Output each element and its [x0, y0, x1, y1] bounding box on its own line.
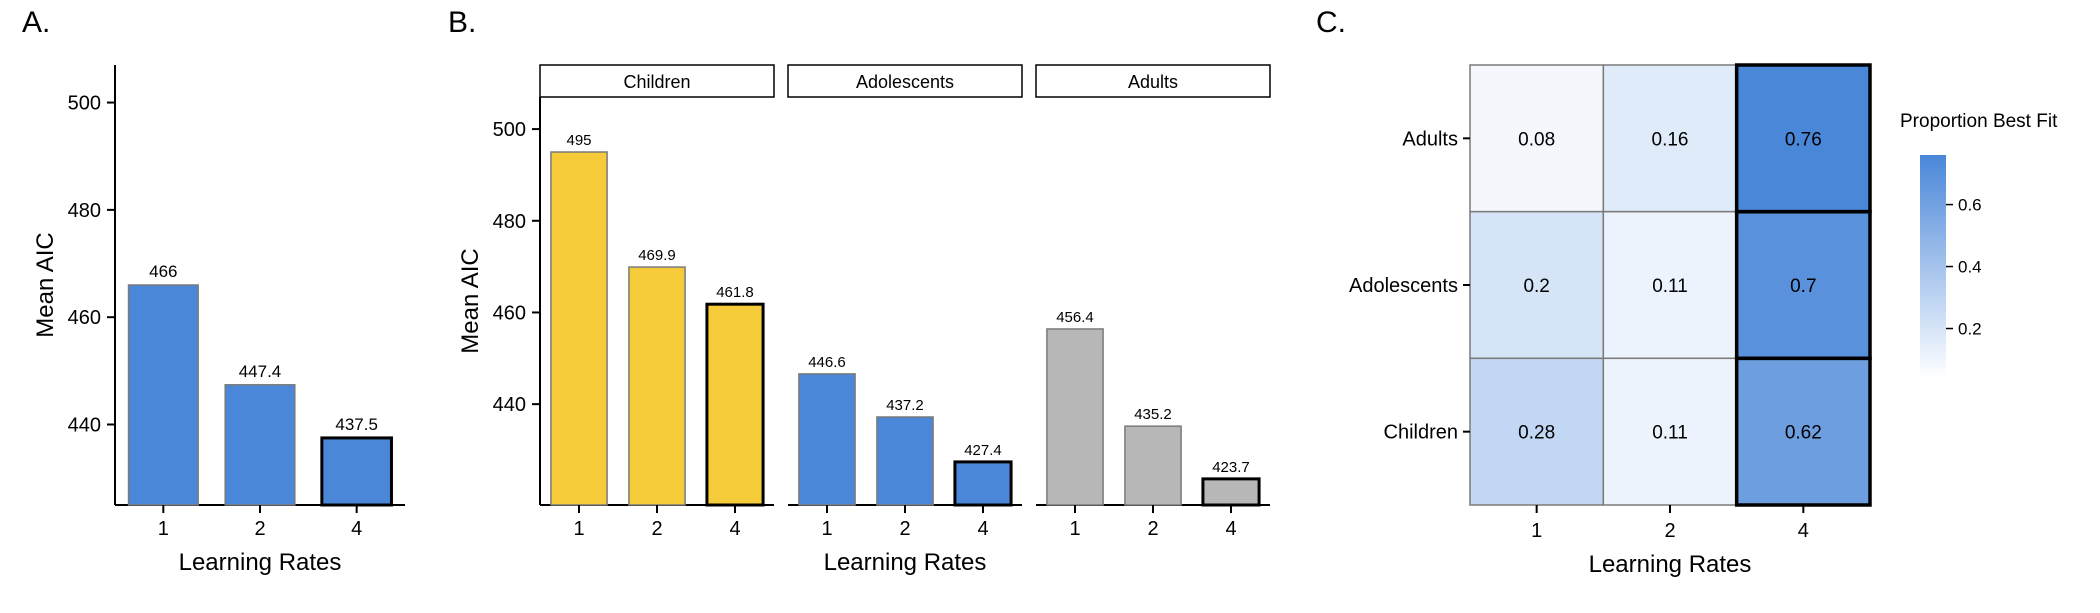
svg-text:Mean AIC: Mean AIC — [32, 232, 59, 337]
svg-text:0.2: 0.2 — [1523, 276, 1549, 297]
svg-text:Children: Children — [623, 72, 690, 92]
svg-text:Adolescents: Adolescents — [1349, 275, 1458, 297]
svg-text:1: 1 — [573, 518, 584, 540]
svg-text:Learning Rates: Learning Rates — [824, 549, 987, 576]
svg-text:2: 2 — [1664, 520, 1675, 542]
svg-text:1: 1 — [1069, 518, 1080, 540]
panel-c-heatmap: 0.080.160.760.20.110.70.280.110.62Adults… — [1310, 10, 2080, 600]
svg-text:Learning Rates: Learning Rates — [1589, 551, 1752, 578]
svg-text:2: 2 — [254, 518, 265, 540]
svg-text:Learning Rates: Learning Rates — [179, 549, 342, 576]
svg-text:Adults: Adults — [1402, 128, 1458, 150]
svg-text:Mean AIC: Mean AIC — [457, 248, 484, 353]
svg-text:2: 2 — [1147, 518, 1158, 540]
svg-text:Children: Children — [1384, 422, 1458, 444]
svg-text:4: 4 — [1798, 520, 1809, 542]
svg-text:460: 460 — [68, 307, 101, 329]
svg-text:1: 1 — [1531, 520, 1542, 542]
svg-text:480: 480 — [493, 211, 526, 233]
svg-text:0.11: 0.11 — [1652, 423, 1688, 444]
panel-b-chart: 440 460 480 500 Mean AIC Children 495 1 469.9 2 46… — [445, 10, 1285, 600]
svg-text:495: 495 — [566, 132, 591, 149]
svg-text:427.4: 427.4 — [964, 442, 1002, 459]
svg-text:0.4: 0.4 — [1958, 258, 1982, 277]
svg-text:0.28: 0.28 — [1518, 423, 1555, 444]
svg-text:423.7: 423.7 — [1212, 459, 1250, 476]
svg-text:0.08: 0.08 — [1518, 129, 1555, 150]
svg-text:466: 466 — [149, 262, 177, 281]
svg-text:2: 2 — [899, 518, 910, 540]
svg-text:0.7: 0.7 — [1790, 276, 1816, 297]
svg-text:0.6: 0.6 — [1958, 196, 1982, 215]
svg-text:Adolescents: Adolescents — [856, 72, 954, 92]
svg-text:447.4: 447.4 — [239, 362, 282, 381]
svg-text:456.4: 456.4 — [1056, 309, 1094, 326]
svg-text:440: 440 — [493, 394, 526, 416]
svg-text:2: 2 — [651, 518, 662, 540]
svg-text:0.11: 0.11 — [1652, 276, 1688, 297]
svg-text:480: 480 — [68, 200, 101, 222]
svg-text:446.6: 446.6 — [808, 354, 846, 371]
svg-text:460: 460 — [493, 302, 526, 324]
panel-a-chart: 440 460 480 500 Mean AIC 466 1 447.4 2 437.5 4 Lear… — [20, 10, 420, 600]
svg-text:437.5: 437.5 — [335, 415, 378, 434]
svg-text:1: 1 — [821, 518, 832, 540]
svg-text:4: 4 — [729, 518, 740, 540]
svg-text:500: 500 — [493, 119, 526, 141]
svg-text:437.2: 437.2 — [886, 397, 924, 414]
svg-text:0.2: 0.2 — [1958, 320, 1982, 339]
svg-text:440: 440 — [68, 415, 101, 437]
svg-text:461.8: 461.8 — [716, 284, 754, 301]
svg-text:Adults: Adults — [1128, 72, 1178, 92]
svg-text:4: 4 — [977, 518, 988, 540]
svg-text:435.2: 435.2 — [1134, 406, 1172, 423]
svg-text:0.16: 0.16 — [1652, 129, 1689, 150]
svg-text:0.62: 0.62 — [1785, 423, 1822, 444]
svg-text:1: 1 — [158, 518, 169, 540]
svg-text:469.9: 469.9 — [638, 247, 676, 264]
svg-text:4: 4 — [1225, 518, 1236, 540]
svg-text:500: 500 — [68, 93, 101, 115]
svg-text:4: 4 — [351, 518, 362, 540]
svg-text:0.76: 0.76 — [1785, 129, 1822, 150]
svg-text:Proportion Best Fit: Proportion Best Fit — [1900, 111, 2058, 132]
